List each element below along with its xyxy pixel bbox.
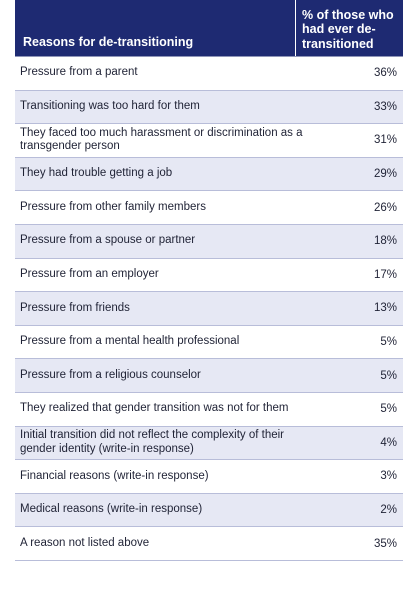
table-row: Pressure from a parent 36%	[15, 57, 403, 91]
percent-cell: 4%	[380, 436, 397, 449]
detransition-reasons-table: Reasons for de-transitioning % of those …	[15, 0, 403, 561]
percent-cell: 5%	[380, 336, 397, 349]
table-row: They realized that gender transition was…	[15, 393, 403, 427]
percent-cell: 18%	[373, 235, 397, 248]
table-row: They faced too much harassment or discri…	[15, 124, 403, 158]
table-row: Financial reasons (write-in response) 3%	[15, 460, 403, 494]
reason-cell: Initial transition did not reflect the c…	[20, 429, 284, 455]
reason-cell: Pressure from a mental health profession…	[20, 335, 240, 348]
percent-cell: 17%	[373, 268, 397, 281]
table-row: Pressure from a religious counselor 5%	[15, 359, 403, 393]
reason-cell: They faced too much harassment or discri…	[20, 126, 303, 153]
percent-cell: 5%	[380, 369, 397, 382]
header-reasons: Reasons for de-transitioning	[23, 35, 194, 50]
percent-cell: 26%	[373, 201, 397, 214]
reason-cell: Pressure from an employer	[20, 267, 159, 280]
reason-cell: Medical reasons (write-in response)	[20, 503, 203, 516]
table-row: Medical reasons (write-in response) 2%	[15, 493, 403, 528]
percent-cell: 33%	[373, 100, 397, 113]
table-row: Transitioning was too hard for them 33%	[15, 90, 403, 125]
table-row: Pressure from other family members 26%	[15, 191, 403, 225]
table-header: Reasons for de-transitioning % of those …	[15, 0, 403, 57]
reason-cell: They realized that gender transition was…	[20, 402, 289, 415]
table-row: Pressure from friends 13%	[15, 292, 403, 326]
table-row: They had trouble getting a job 29%	[15, 157, 403, 192]
percent-cell: 29%	[373, 168, 397, 181]
header-percent: % of those who had ever de-transitioned	[295, 0, 403, 56]
reason-cell: Pressure from friends	[20, 301, 130, 314]
reason-cell: Pressure from a spouse or partner	[20, 234, 196, 247]
percent-cell: 5%	[380, 403, 397, 416]
table-row: Initial transition did not reflect the c…	[15, 426, 403, 461]
table-row: A reason not listed above 35%	[15, 527, 403, 561]
reason-cell: A reason not listed above	[20, 536, 150, 549]
table-row: Pressure from a mental health profession…	[15, 326, 403, 360]
percent-cell: 2%	[380, 504, 397, 517]
reason-cell: Pressure from other family members	[20, 200, 206, 213]
table-row: Pressure from an employer 17%	[15, 259, 403, 293]
table-row: Pressure from a spouse or partner 18%	[15, 224, 403, 259]
reason-cell: Pressure from a parent	[20, 66, 138, 79]
reason-cell: Financial reasons (write-in response)	[20, 469, 209, 482]
percent-cell: 31%	[373, 134, 397, 147]
reason-cell: Transitioning was too hard for them	[20, 99, 200, 112]
percent-cell: 35%	[373, 537, 397, 550]
reason-cell: They had trouble getting a job	[20, 167, 173, 180]
percent-cell: 13%	[373, 302, 397, 315]
percent-cell: 36%	[373, 67, 397, 80]
percent-cell: 3%	[380, 470, 397, 483]
reason-cell: Pressure from a religious counselor	[20, 368, 201, 381]
